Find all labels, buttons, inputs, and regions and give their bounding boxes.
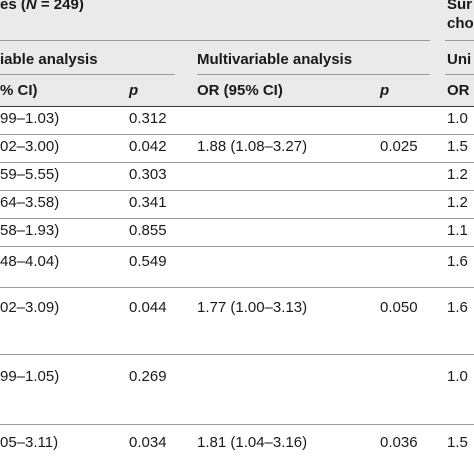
cell-ci: 58–1.93) <box>0 222 60 239</box>
cell-p: 0.034 <box>129 434 167 451</box>
cell-p: 0.549 <box>129 253 167 270</box>
header-bottom-rule <box>0 106 474 107</box>
group-header-right-line2: cho <box>447 15 474 32</box>
cell-mv-or: 1.88 (1.08–3.27) <box>197 138 308 155</box>
cell-ci: 05–3.11) <box>0 434 59 451</box>
subheader-underline-right <box>445 74 474 75</box>
cell-p: 0.042 <box>129 138 167 155</box>
cell-right: 1.6 <box>447 253 468 270</box>
row-divider <box>0 190 474 191</box>
cell-right: 1.2 <box>447 166 468 183</box>
cell-ci: 02–3.00) <box>0 138 60 155</box>
column-header-or-right: OR <box>447 82 470 99</box>
row-divider <box>0 246 474 247</box>
subheader-underline-left <box>0 74 175 75</box>
cell-right: 1.1 <box>447 222 468 239</box>
cell-mv-p: 0.036 <box>380 434 418 451</box>
column-header-p-univariable: p <box>129 82 139 99</box>
subheader-multivariable: Multivariable analysis <box>197 51 353 68</box>
group-header-left: es (N = 249) <box>0 0 84 13</box>
subheader-underline-mid <box>197 74 430 75</box>
row-divider <box>0 287 474 288</box>
cell-right: 1.5 <box>447 138 468 155</box>
column-header-p-multivariable: p <box>380 82 390 99</box>
cell-right: 1.0 <box>447 368 468 385</box>
group-underline-left <box>0 40 430 41</box>
column-header-or: OR (95% CI) <box>197 82 283 99</box>
cell-p: 0.269 <box>129 368 167 385</box>
cell-ci: 02–3.09) <box>0 299 60 316</box>
table-header-background <box>0 0 474 106</box>
group-underline-right <box>445 40 474 41</box>
row-divider <box>0 218 474 219</box>
group-header-right-line1: Sur <box>447 0 473 13</box>
cell-mv-p: 0.025 <box>380 138 418 155</box>
subheader-univariable: iable analysis <box>0 51 98 68</box>
cell-ci: 48–4.04) <box>0 253 60 270</box>
cell-right: 1.6 <box>447 299 468 316</box>
cell-right: 1.5 <box>447 434 468 451</box>
cell-mv-or: 1.81 (1.04–3.16) <box>197 434 308 451</box>
cell-right: 1.0 <box>447 110 468 127</box>
cell-p: 0.303 <box>129 166 167 183</box>
column-header-ci: % CI) <box>0 82 38 99</box>
cell-p: 0.855 <box>129 222 167 239</box>
cell-p: 0.341 <box>129 194 167 211</box>
row-divider <box>0 424 474 425</box>
row-divider <box>0 134 474 135</box>
subheader-right: Uni <box>447 51 472 68</box>
cell-right: 1.2 <box>447 194 468 211</box>
cell-ci: 99–1.03) <box>0 110 60 127</box>
cell-ci: 99–1.05) <box>0 368 60 385</box>
row-divider <box>0 162 474 163</box>
cell-mv-or: 1.77 (1.00–3.13) <box>197 299 308 316</box>
cell-ci: 59–5.55) <box>0 166 60 183</box>
cell-p: 0.312 <box>129 110 167 127</box>
row-divider <box>0 354 474 355</box>
cell-p: 0.044 <box>129 299 167 316</box>
cell-ci: 64–3.58) <box>0 194 60 211</box>
cell-mv-p: 0.050 <box>380 299 418 316</box>
